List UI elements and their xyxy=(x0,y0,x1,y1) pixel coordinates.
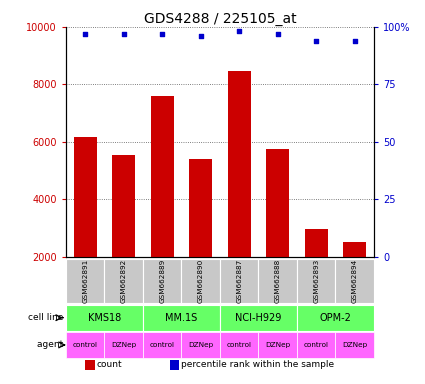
Bar xyxy=(335,259,374,303)
Text: control: control xyxy=(227,342,252,348)
Bar xyxy=(297,332,335,358)
Text: GSM662890: GSM662890 xyxy=(198,259,204,303)
Bar xyxy=(143,259,181,303)
Text: agent: agent xyxy=(37,341,66,349)
Text: GSM662887: GSM662887 xyxy=(236,259,242,303)
Bar xyxy=(297,259,335,303)
Bar xyxy=(220,332,258,358)
Text: GSM662889: GSM662889 xyxy=(159,259,165,303)
Text: control: control xyxy=(73,342,98,348)
Bar xyxy=(85,360,95,370)
Bar xyxy=(112,155,135,257)
Text: percentile rank within the sample: percentile rank within the sample xyxy=(181,360,334,369)
Text: NCI-H929: NCI-H929 xyxy=(235,313,282,323)
Bar xyxy=(74,137,96,257)
Text: GSM662892: GSM662892 xyxy=(121,259,127,303)
Bar xyxy=(170,360,179,370)
Text: GSM662893: GSM662893 xyxy=(313,259,319,303)
Bar xyxy=(143,332,181,358)
Text: GSM662891: GSM662891 xyxy=(82,259,88,303)
Bar xyxy=(66,305,143,331)
Point xyxy=(159,31,166,37)
Bar xyxy=(258,332,297,358)
Bar xyxy=(228,71,251,257)
Point xyxy=(274,31,281,37)
Point xyxy=(313,38,320,44)
Text: cell line: cell line xyxy=(28,313,66,322)
Point xyxy=(82,31,88,37)
Bar xyxy=(220,305,297,331)
Point xyxy=(120,31,127,37)
Bar xyxy=(189,159,212,257)
Bar xyxy=(105,259,143,303)
Bar xyxy=(335,332,374,358)
Bar xyxy=(105,332,143,358)
Text: DZNep: DZNep xyxy=(342,342,367,348)
Text: count: count xyxy=(96,360,122,369)
Bar xyxy=(181,259,220,303)
Text: DZNep: DZNep xyxy=(265,342,290,348)
Text: DZNep: DZNep xyxy=(111,342,136,348)
Bar xyxy=(297,305,374,331)
Text: GSM662888: GSM662888 xyxy=(275,259,280,303)
Text: control: control xyxy=(304,342,329,348)
Text: KMS18: KMS18 xyxy=(88,313,121,323)
Point xyxy=(236,28,243,35)
Text: control: control xyxy=(150,342,175,348)
Text: GSM662894: GSM662894 xyxy=(352,259,358,303)
Text: MM.1S: MM.1S xyxy=(165,313,198,323)
Bar xyxy=(66,259,105,303)
Text: DZNep: DZNep xyxy=(188,342,213,348)
Title: GDS4288 / 225105_at: GDS4288 / 225105_at xyxy=(144,12,296,26)
Bar xyxy=(343,242,366,257)
Bar xyxy=(143,305,220,331)
Point xyxy=(351,38,358,44)
Bar xyxy=(150,96,174,257)
Text: OPM-2: OPM-2 xyxy=(320,313,351,323)
Bar xyxy=(266,149,289,257)
Bar xyxy=(220,259,258,303)
Bar xyxy=(66,332,105,358)
Bar xyxy=(181,332,220,358)
Bar xyxy=(258,259,297,303)
Bar xyxy=(305,229,328,257)
Point xyxy=(197,33,204,39)
